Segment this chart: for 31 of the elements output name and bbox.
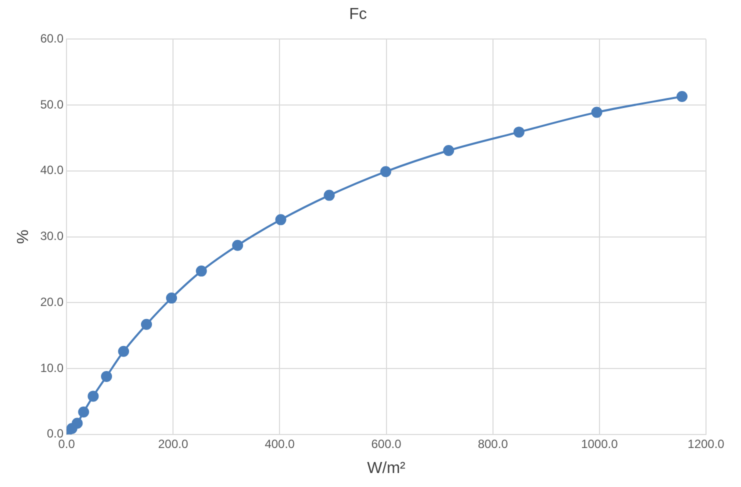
x-axis-title: W/m² (367, 460, 406, 477)
point (196, 266, 207, 277)
y-axis-title: % (15, 230, 32, 244)
point (140, 318, 152, 330)
x-tick-label: 400.0 (264, 436, 296, 451)
y-tick-label: 10.0 (40, 360, 64, 375)
point (166, 292, 178, 304)
chart-title: Fc (349, 6, 367, 24)
point (88, 390, 99, 402)
x-tick-label: 600.0 (371, 436, 402, 451)
point (72, 418, 83, 429)
x-tick-label: 800.0 (478, 436, 508, 451)
point (380, 166, 392, 178)
point (324, 190, 335, 201)
point (513, 126, 524, 138)
point (78, 406, 90, 418)
point (275, 214, 286, 226)
y-tick-label: 20.0 (40, 294, 64, 309)
x-tick-label: 200.0 (158, 436, 188, 451)
y-tick-label: 40.0 (40, 163, 64, 178)
point (676, 91, 688, 102)
y-tick-label: 30.0 (40, 229, 64, 244)
point (101, 370, 112, 382)
x-tick-label: 1200.0 (688, 436, 725, 451)
point (118, 346, 130, 357)
x-tick-label: 1000.0 (581, 436, 618, 451)
point (591, 106, 602, 118)
point (443, 145, 454, 156)
point (232, 240, 244, 251)
y-tick-label: 60.0 (40, 32, 64, 46)
y-tick-label: 50.0 (40, 97, 64, 112)
